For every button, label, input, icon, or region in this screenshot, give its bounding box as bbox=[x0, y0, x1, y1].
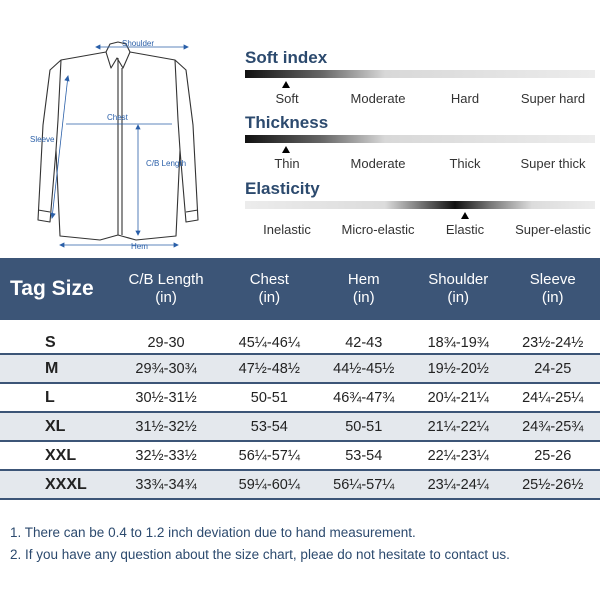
elasticity-marker bbox=[461, 212, 469, 219]
thickness-option-4: Super thick bbox=[520, 156, 586, 171]
header-tag-size: Tag Size bbox=[10, 277, 94, 300]
header-chest: Chest (in) bbox=[249, 271, 289, 306]
cb-length-cell: 30½-31½ bbox=[110, 383, 223, 413]
table-header-row: Tag Size C/B Length (in) Chest (in) Hem (in… bbox=[0, 258, 600, 320]
hem-dimension-label: Hem bbox=[131, 242, 148, 251]
thickness-marker bbox=[282, 146, 290, 153]
thickness-scale: Thickness Thin Moderate Thick Super thic… bbox=[245, 113, 600, 175]
elasticity-option-1: Inelastic bbox=[263, 222, 311, 237]
soft-index-option-4: Super hard bbox=[520, 91, 586, 106]
size-cell: S bbox=[0, 320, 110, 355]
cb-length-cell: 29¾-30¾ bbox=[110, 354, 223, 384]
cb-length-dimension-label: C/B Length bbox=[146, 159, 187, 168]
soft-index-title: Soft index bbox=[245, 48, 328, 67]
table-row: M 29¾-30¾ 47½-48½ 44½-45½ 19½-20½ 24-25 bbox=[0, 354, 600, 384]
note-1: 1. There can be 0.4 to 1.2 inch deviatio… bbox=[10, 525, 416, 540]
size-notes: 1. There can be 0.4 to 1.2 inch deviatio… bbox=[10, 522, 510, 566]
shoulder-cell: 19½-20½ bbox=[411, 354, 506, 384]
table-row: XXL 32½-33½ 56¼-57¼ 53-54 22¼-23¼ 25-26 bbox=[0, 441, 600, 471]
cb-length-cell: 29-30 bbox=[110, 320, 223, 355]
soft-index-option-2: Moderate bbox=[350, 91, 406, 106]
soft-index-option-1: Soft bbox=[275, 91, 299, 106]
hem-cell: 50-51 bbox=[316, 412, 411, 442]
table-row: XXXL 33¾-34¾ 59¼-60¼ 56¼-57¼ 23¼-24¼ 25½… bbox=[0, 470, 600, 500]
cb-length-cell: 33¾-34¾ bbox=[110, 470, 223, 500]
table-row: L 30½-31½ 50-51 46¾-47¾ 20¼-21¼ 24¼-25¼ bbox=[0, 383, 600, 413]
header-sleeve: Sleeve (in) bbox=[529, 271, 576, 306]
sleeve-cell: 24¾-25¾ bbox=[505, 412, 600, 442]
soft-index-scale: Soft index Soft Moderate Hard Super hard bbox=[245, 48, 600, 110]
header-shoulder: Shoulder (in) bbox=[428, 271, 489, 306]
thickness-option-1: Thin bbox=[274, 156, 300, 171]
shoulder-cell: 22¼-23¼ bbox=[411, 441, 506, 471]
soft-index-bar bbox=[245, 70, 595, 78]
shoulder-cell: 20¼-21¼ bbox=[411, 383, 506, 413]
elasticity-bar bbox=[245, 201, 595, 209]
thickness-title: Thickness bbox=[245, 113, 329, 132]
chest-cell: 47½-48½ bbox=[222, 354, 317, 384]
table-row: XL 31½-32½ 53-54 50-51 21¼-22¼ 24¾-25¾ bbox=[0, 412, 600, 442]
chest-dimension-label: Chest bbox=[107, 113, 128, 122]
hem-cell: 46¾-47¾ bbox=[316, 383, 411, 413]
sleeve-cell: 24¼-25¼ bbox=[505, 383, 600, 413]
thickness-option-3: Thick bbox=[449, 156, 481, 171]
chest-cell: 56¼-57¼ bbox=[222, 441, 317, 471]
note-2: 2. If you have any question about the si… bbox=[10, 547, 510, 562]
sleeve-cell: 25½-26½ bbox=[505, 470, 600, 500]
sleeve-cell: 23½-24½ bbox=[505, 320, 600, 355]
chest-cell: 53-54 bbox=[222, 412, 317, 442]
size-cell: XL bbox=[0, 412, 110, 442]
table-row: S 29-30 45¼-46¼ 42-43 18¾-19¾ 23½-24½ bbox=[0, 320, 600, 355]
header-hem: Hem (in) bbox=[347, 271, 380, 306]
shoulder-cell: 18¾-19¾ bbox=[411, 320, 506, 355]
size-cell: XXXL bbox=[0, 470, 110, 500]
shirt-illustration bbox=[37, 41, 199, 248]
size-cell: L bbox=[0, 383, 110, 413]
hem-cell: 56¼-57¼ bbox=[316, 470, 411, 500]
shoulder-cell: 23¼-24¼ bbox=[411, 470, 506, 500]
chest-cell: 59¼-60¼ bbox=[222, 470, 317, 500]
sleeve-cell: 25-26 bbox=[505, 441, 600, 471]
thickness-option-2: Moderate bbox=[350, 156, 406, 171]
shoulder-dimension-label: Shoulder bbox=[122, 39, 155, 48]
size-cell: M bbox=[0, 354, 110, 384]
size-cell: XXL bbox=[0, 441, 110, 471]
shoulder-cell: 21¼-22¼ bbox=[411, 412, 506, 442]
sleeve-dimension-label: Sleeve bbox=[30, 135, 55, 144]
hem-cell: 53-54 bbox=[316, 441, 411, 471]
elasticity-scale: Elasticity Inelastic Micro-elastic Elast… bbox=[245, 179, 600, 241]
cb-length-cell: 31½-32½ bbox=[110, 412, 223, 442]
shirt-diagram: Shoulder Chest Sleeve C/B Length Hem bbox=[0, 30, 230, 255]
sleeve-cell: 24-25 bbox=[505, 354, 600, 384]
soft-index-marker bbox=[282, 81, 290, 88]
hem-cell: 44½-45½ bbox=[316, 354, 411, 384]
size-guide-top: Shoulder Chest Sleeve C/B Length Hem Sof… bbox=[0, 0, 600, 258]
chest-cell: 50-51 bbox=[222, 383, 317, 413]
chest-cell: 45¼-46¼ bbox=[222, 320, 317, 355]
elasticity-option-4: Super-elastic bbox=[515, 222, 591, 237]
hem-cell: 42-43 bbox=[316, 320, 411, 355]
elasticity-option-2: Micro-elastic bbox=[341, 222, 415, 237]
cb-length-cell: 32½-33½ bbox=[110, 441, 223, 471]
size-table: Tag Size C/B Length (in) Chest (in) Hem (in… bbox=[0, 258, 600, 500]
header-cb-length: C/B Length (in) bbox=[128, 271, 204, 306]
thickness-bar bbox=[245, 135, 595, 143]
elasticity-title: Elasticity bbox=[245, 179, 320, 198]
soft-index-option-3: Hard bbox=[450, 91, 480, 106]
dimension-lines bbox=[50, 44, 189, 248]
elasticity-option-3: Elastic bbox=[445, 222, 485, 237]
